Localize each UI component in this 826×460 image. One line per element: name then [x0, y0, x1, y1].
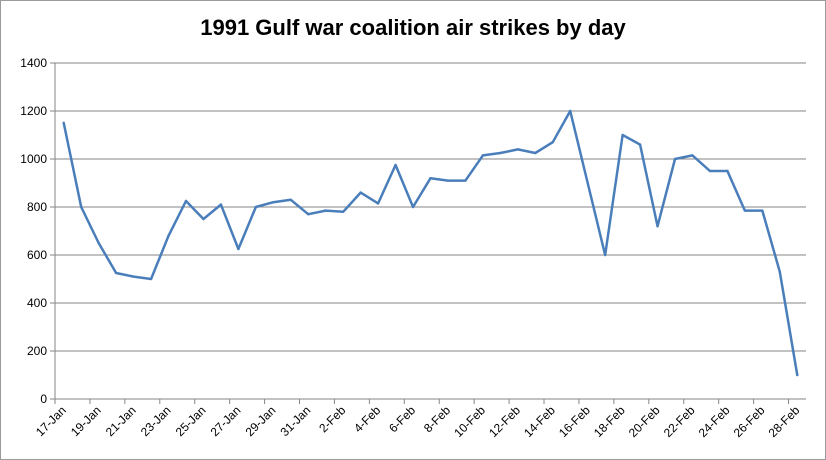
data-point	[446, 179, 450, 182]
data-point	[481, 154, 485, 157]
x-tick-label: 6-Feb	[386, 403, 418, 435]
x-tick-label: 31-Jan	[278, 403, 314, 439]
data-point	[114, 271, 118, 275]
data-point	[656, 225, 659, 228]
x-tick-label: 23-Jan	[138, 403, 174, 439]
data-point	[464, 179, 467, 182]
x-tick-label: 4-Feb	[351, 403, 383, 435]
data-point	[586, 181, 589, 185]
x-tick-label: 8-Feb	[421, 403, 453, 435]
data-point	[534, 151, 537, 155]
data-point	[184, 199, 188, 203]
data-point	[708, 169, 712, 173]
data-point	[97, 241, 100, 245]
x-tick-label: 14-Feb	[521, 403, 558, 440]
data-point	[796, 373, 799, 377]
data-point	[673, 157, 677, 161]
x-tick-label: 27-Jan	[208, 403, 244, 439]
gridlines	[55, 62, 806, 352]
data-point	[551, 141, 554, 144]
y-tick-labels: 0 200 400 600 800 1000 1200 1400	[20, 56, 47, 406]
data-point	[516, 148, 520, 151]
data-point	[394, 163, 397, 167]
x-tick-label: 29-Jan	[243, 403, 279, 439]
data-point	[778, 270, 782, 273]
data-point	[149, 277, 153, 281]
x-tick-label: 16-Feb	[556, 403, 593, 440]
y-tick-label: 200	[27, 344, 47, 358]
data-point	[359, 191, 362, 194]
y-tick-label: 600	[27, 248, 47, 262]
data-point	[638, 143, 642, 146]
data-point	[499, 151, 502, 155]
data-point	[743, 209, 747, 212]
y-tick-label: 0	[40, 392, 47, 406]
data-point	[237, 247, 240, 251]
data-point	[411, 205, 415, 209]
data-point	[219, 203, 223, 206]
series-line	[62, 109, 799, 377]
x-tick-label: 28-Feb	[766, 403, 803, 440]
x-tick-label: 21-Jan	[103, 403, 139, 439]
data-point	[132, 275, 135, 278]
data-point	[603, 253, 607, 257]
y-tick-label: 1200	[20, 104, 47, 118]
data-point	[429, 177, 432, 180]
y-tick-label: 800	[27, 200, 47, 214]
y-tick-label: 1400	[20, 56, 47, 70]
x-tick-label: 22-Feb	[661, 403, 698, 440]
data-point	[254, 205, 258, 209]
x-tick-label: 18-Feb	[591, 403, 628, 440]
x-tick-labels: 17-Jan 19-Jan 21-Jan 23-Jan 25-Jan 27-Jan 29-J…	[33, 403, 803, 440]
data-point	[62, 121, 65, 125]
x-tick-label: 17-Jan	[33, 403, 69, 439]
y-tick-label: 400	[27, 296, 47, 310]
data-point	[726, 169, 729, 173]
data-point	[376, 202, 380, 205]
data-point	[569, 109, 572, 113]
x-tick-label: 26-Feb	[731, 403, 768, 440]
data-point	[167, 234, 170, 237]
data-point	[202, 217, 205, 221]
data-point	[272, 201, 275, 204]
x-tick-label: 12-Feb	[486, 403, 523, 440]
axes	[50, 62, 806, 404]
y-tick-label: 1000	[20, 152, 47, 166]
x-tick-label: 19-Jan	[68, 403, 104, 439]
x-tick-label: 25-Jan	[173, 403, 209, 439]
x-tick-label: 20-Feb	[626, 403, 663, 440]
data-point	[691, 154, 694, 157]
series-layer	[62, 109, 799, 377]
x-tick-label: 2-Feb	[316, 403, 348, 435]
x-tick-label: 10-Feb	[451, 403, 488, 440]
data-point	[341, 210, 345, 213]
chart-title: 1991 Gulf war coalition air strikes by d…	[200, 15, 626, 40]
data-point	[621, 133, 624, 137]
x-tick-label: 24-Feb	[696, 403, 733, 440]
data-point	[324, 209, 327, 212]
data-point	[307, 213, 310, 216]
data-point	[79, 205, 83, 209]
data-point	[289, 198, 292, 201]
data-point	[761, 209, 764, 212]
